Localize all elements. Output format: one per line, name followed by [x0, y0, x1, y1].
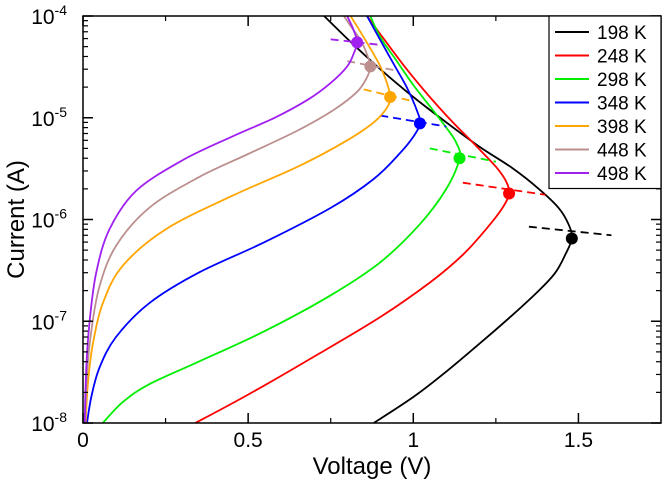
peak-marker-498k — [351, 36, 364, 49]
x-tick-label: 0 — [77, 429, 89, 452]
y-tick-label: 10-5 — [31, 104, 67, 131]
tangent-line-198k — [528, 225, 612, 237]
legend-label: 398 K — [597, 117, 647, 138]
y-tick-base: 10 — [31, 413, 54, 436]
peak-marker-298k — [453, 152, 466, 165]
x-axis-title: Voltage (V) — [313, 453, 432, 480]
peak-marker-248k — [503, 187, 516, 200]
legend-label: 498 K — [597, 164, 647, 185]
legend-label: 298 K — [597, 70, 647, 91]
tangent-line-498k — [330, 38, 381, 46]
legend-label: 348 K — [597, 94, 647, 115]
x-tick-label: 1 — [407, 429, 419, 452]
series-line-498k — [83, 16, 358, 423]
legend-label: 248 K — [597, 47, 647, 68]
y-tick-exponent: -7 — [55, 307, 68, 323]
y-tick-exponent: -5 — [55, 104, 68, 120]
series-line-398k — [84, 16, 392, 423]
y-axis-title: Current (A) — [3, 160, 30, 279]
y-tick-label: 10-8 — [31, 409, 67, 436]
y-tick-base: 10 — [31, 6, 54, 29]
series-line-448k — [84, 16, 372, 423]
peak-marker-398k — [384, 90, 397, 103]
series-line-348k — [86, 16, 421, 423]
tangent-line-348k — [380, 114, 447, 128]
y-tick-label: 10-7 — [31, 307, 67, 334]
tangent-line-248k — [462, 181, 546, 196]
y-tick-exponent: -4 — [55, 2, 68, 18]
tangent-line-448k — [347, 60, 397, 72]
y-tick-base: 10 — [31, 311, 54, 334]
x-tick-label: 0.5 — [234, 429, 263, 452]
series-line-198k — [323, 16, 573, 423]
peak-marker-198k — [565, 232, 578, 245]
x-tick-label: 1.5 — [564, 429, 593, 452]
y-tick-label: 10-4 — [31, 2, 67, 29]
legend-label: 198 K — [597, 23, 647, 44]
series-line-248k — [194, 16, 511, 423]
y-tick-exponent: -8 — [55, 409, 68, 425]
peak-marker-348k — [413, 117, 426, 130]
tangent-line-398k — [363, 88, 414, 103]
legend-label: 448 K — [597, 141, 647, 162]
peak-marker-448k — [364, 60, 377, 73]
y-tick-exponent: -6 — [55, 206, 68, 222]
y-tick-base: 10 — [31, 210, 54, 233]
series-line-298k — [102, 16, 461, 423]
y-tick-base: 10 — [31, 108, 54, 131]
y-tick-label: 10-6 — [31, 206, 67, 233]
